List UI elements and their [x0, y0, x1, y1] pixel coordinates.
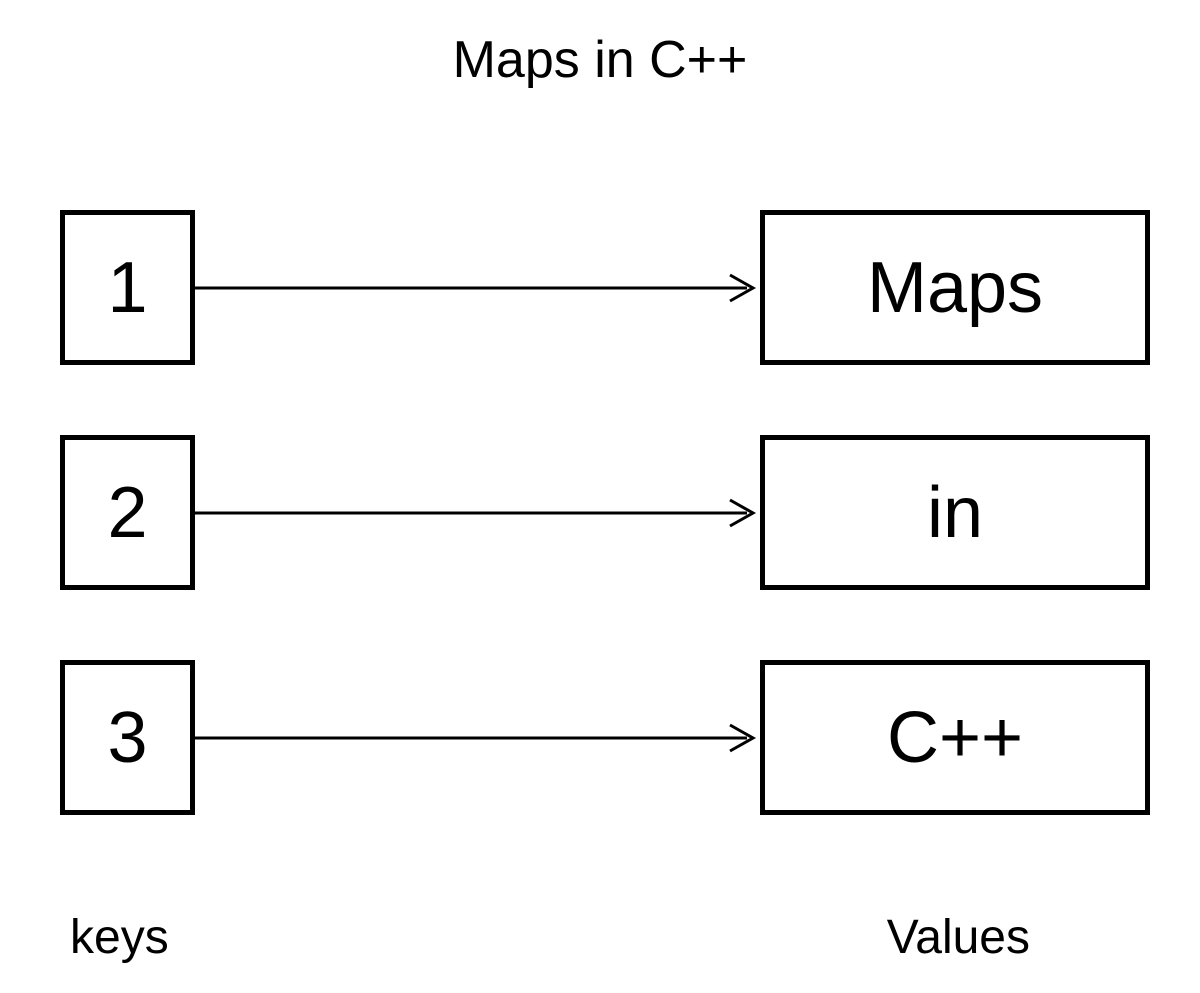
diagram-title: Maps in C++	[0, 30, 1200, 90]
value-box: C++	[760, 660, 1150, 815]
key-box: 3	[60, 660, 195, 815]
arrow-icon	[195, 273, 760, 303]
map-row: 1 Maps	[60, 210, 1150, 365]
values-column-label: Values	[887, 910, 1030, 965]
key-box: 2	[60, 435, 195, 590]
arrow-icon	[195, 723, 760, 753]
map-diagram: 1 Maps 2 in 3 C++	[60, 210, 1150, 885]
map-row: 2 in	[60, 435, 1150, 590]
keys-column-label: keys	[70, 910, 169, 965]
map-row: 3 C++	[60, 660, 1150, 815]
key-box: 1	[60, 210, 195, 365]
value-box: in	[760, 435, 1150, 590]
value-box: Maps	[760, 210, 1150, 365]
arrow-icon	[195, 498, 760, 528]
